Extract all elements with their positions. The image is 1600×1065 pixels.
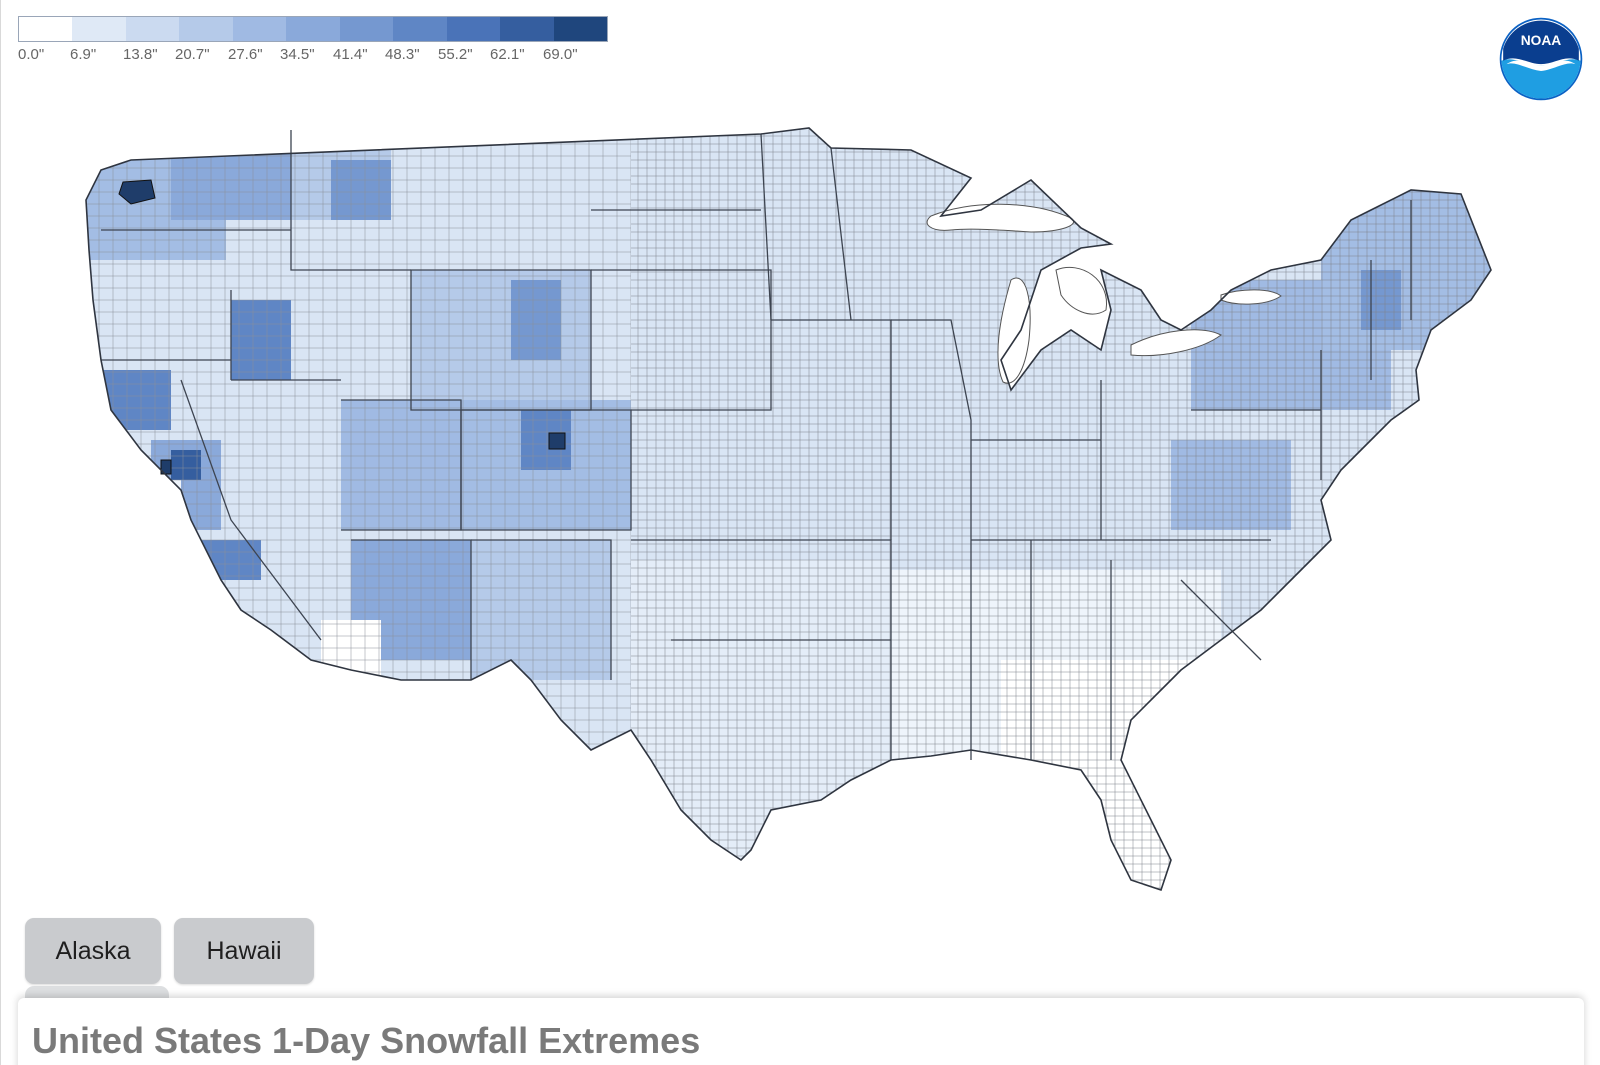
noaa-logo-icon: NOAA	[1498, 16, 1584, 102]
lake-michigan	[997, 277, 1031, 384]
hawaii-button[interactable]: Hawaii	[174, 918, 314, 984]
legend-label: 69.0"	[543, 46, 578, 63]
color-legend: 0.0" 6.9" 13.8" 20.7" 27.6" 34.5" 41.4" …	[18, 16, 608, 66]
legend-swatch	[19, 17, 73, 41]
legend-swatch	[286, 17, 340, 41]
legend-label: 62.1"	[490, 46, 525, 63]
state-borders	[101, 130, 1412, 760]
legend-label: 27.6"	[228, 46, 263, 63]
legend-label: 55.2"	[438, 46, 473, 63]
page-title: United States 1-Day Snowfall Extremes	[32, 1020, 701, 1061]
legend-color-bar	[18, 16, 608, 42]
legend-swatch	[393, 17, 447, 41]
county-borders-west	[86, 128, 631, 890]
lake-huron	[1055, 266, 1107, 315]
legend-swatch	[553, 17, 607, 41]
lake-erie	[1130, 329, 1222, 357]
legend-label: 6.9"	[70, 46, 97, 63]
legend-swatch	[179, 17, 233, 41]
title-panel: United States 1-Day Snowfall Extremes	[18, 998, 1584, 1065]
legend-label: 41.4"	[333, 46, 368, 63]
noaa-logo-text: NOAA	[1521, 33, 1562, 48]
hotspot-colorado[interactable]	[548, 432, 566, 450]
legend-swatch	[500, 17, 554, 41]
hotspot-washington-cascades[interactable]	[118, 179, 156, 205]
lake-superior	[926, 203, 1074, 233]
region-central-valley	[121, 480, 181, 590]
legend-labels: 0.0" 6.9" 13.8" 20.7" 27.6" 34.5" 41.4" …	[18, 46, 608, 66]
snowfall-map[interactable]	[71, 120, 1531, 910]
legend-swatch	[232, 17, 287, 41]
legend-label: 20.7"	[175, 46, 210, 63]
legend-swatch	[125, 17, 180, 41]
legend-label: 13.8"	[123, 46, 158, 63]
lake-ontario	[1220, 289, 1282, 305]
legend-swatch	[72, 17, 126, 41]
legend-swatch	[339, 17, 394, 41]
legend-label: 48.3"	[385, 46, 420, 63]
legend-label: 34.5"	[280, 46, 315, 63]
legend-swatch	[446, 17, 501, 41]
legend-label: 0.0"	[18, 46, 45, 63]
alaska-button[interactable]: Alaska	[25, 918, 161, 984]
